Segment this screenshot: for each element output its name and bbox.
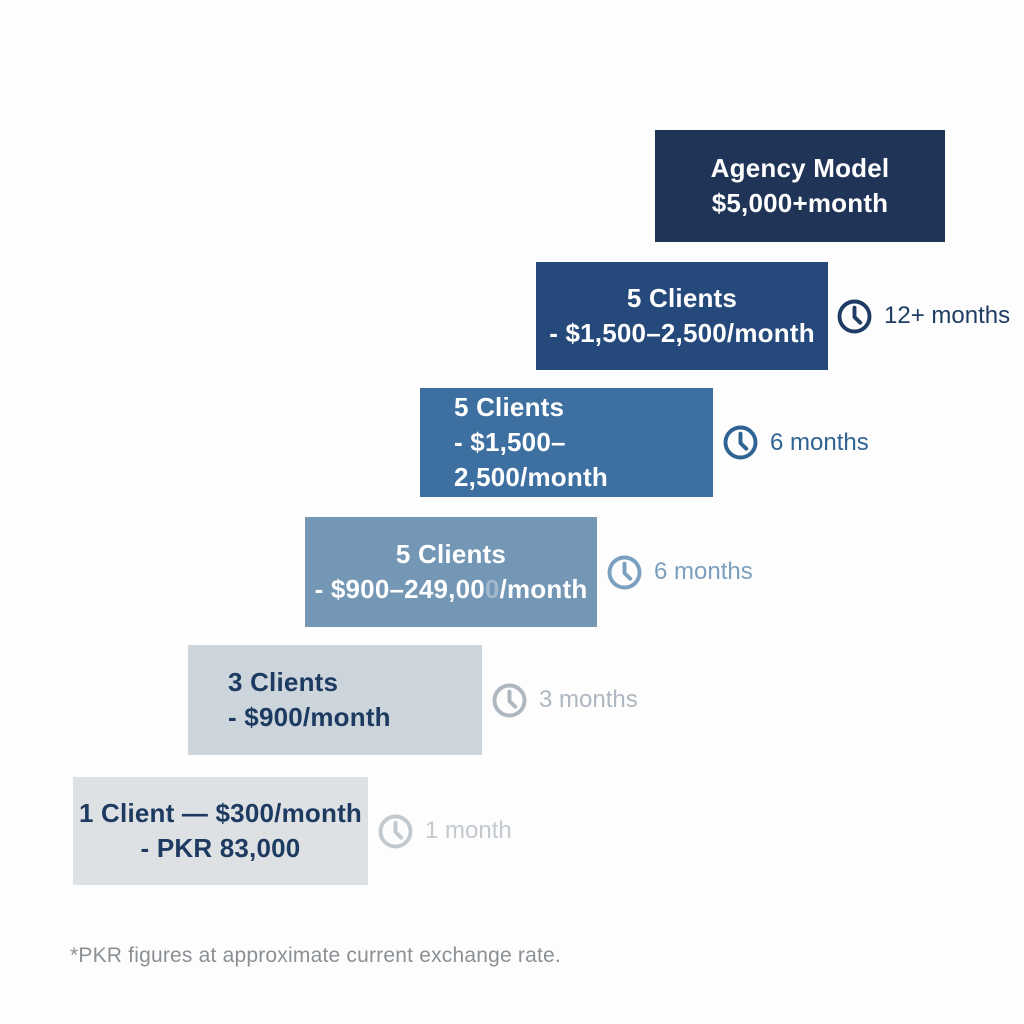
clock-icon xyxy=(491,682,528,719)
step-value: - $1,500–2,500/month xyxy=(454,427,608,492)
step-title: 5 Clients xyxy=(454,392,565,422)
clock-icon xyxy=(722,424,759,461)
duration-text: 3 months xyxy=(539,686,638,713)
step-box-1-client: 1 Client — $300/month - PKR 83,000 xyxy=(73,777,368,885)
duration-text: 6 months xyxy=(770,428,869,456)
duration-text: 1 month xyxy=(425,817,512,844)
step-box-5-clients-6m: 5 Clients - $1,500–2,500/month xyxy=(420,388,713,497)
step-value-pre: - $900–249,00 xyxy=(314,574,485,604)
step-value-faded: 0 xyxy=(484,574,500,604)
step-value: $5,000+month xyxy=(711,188,889,218)
duration-label-1-month: 1 month xyxy=(377,777,512,885)
duration-label-3-months: 3 months xyxy=(491,645,638,755)
step-box-5-clients-900: 5 Clients - $900–249,000/month xyxy=(305,517,597,627)
clock-icon xyxy=(606,554,643,591)
footnote: *PKR figures at approximate current exch… xyxy=(70,944,561,967)
duration-label-6-months-mid: 6 months xyxy=(606,517,753,627)
duration-label-6-months: 6 months xyxy=(722,388,869,497)
duration-text: 12+ months xyxy=(884,302,1011,329)
step-title: 3 Clients xyxy=(228,667,339,697)
clock-icon xyxy=(377,813,414,850)
step-value: - $900/month xyxy=(228,702,391,732)
step-box-5-clients-12m: 5 Clients - $1,500–2,500/month xyxy=(536,262,828,370)
step-box-agency-model: Agency Model $5,000+month xyxy=(655,130,945,242)
step-title: Agency Model xyxy=(710,153,890,183)
step-title: 1 Client — $300/month xyxy=(78,798,363,828)
clock-icon xyxy=(836,298,873,335)
step-value: - $900–249,000/month xyxy=(315,572,588,607)
step-title: 5 Clients xyxy=(395,539,507,569)
step-value-post: /month xyxy=(499,574,588,604)
step-title: 5 Clients xyxy=(626,283,738,313)
step-value: - PKR 83,000 xyxy=(140,833,301,863)
step-box-3-clients: 3 Clients - $900/month xyxy=(188,645,482,755)
step-value: - $1,500–2,500/month xyxy=(549,318,815,348)
duration-label-12-months: 12+ months xyxy=(836,262,1010,370)
duration-text: 6 months xyxy=(654,558,753,585)
